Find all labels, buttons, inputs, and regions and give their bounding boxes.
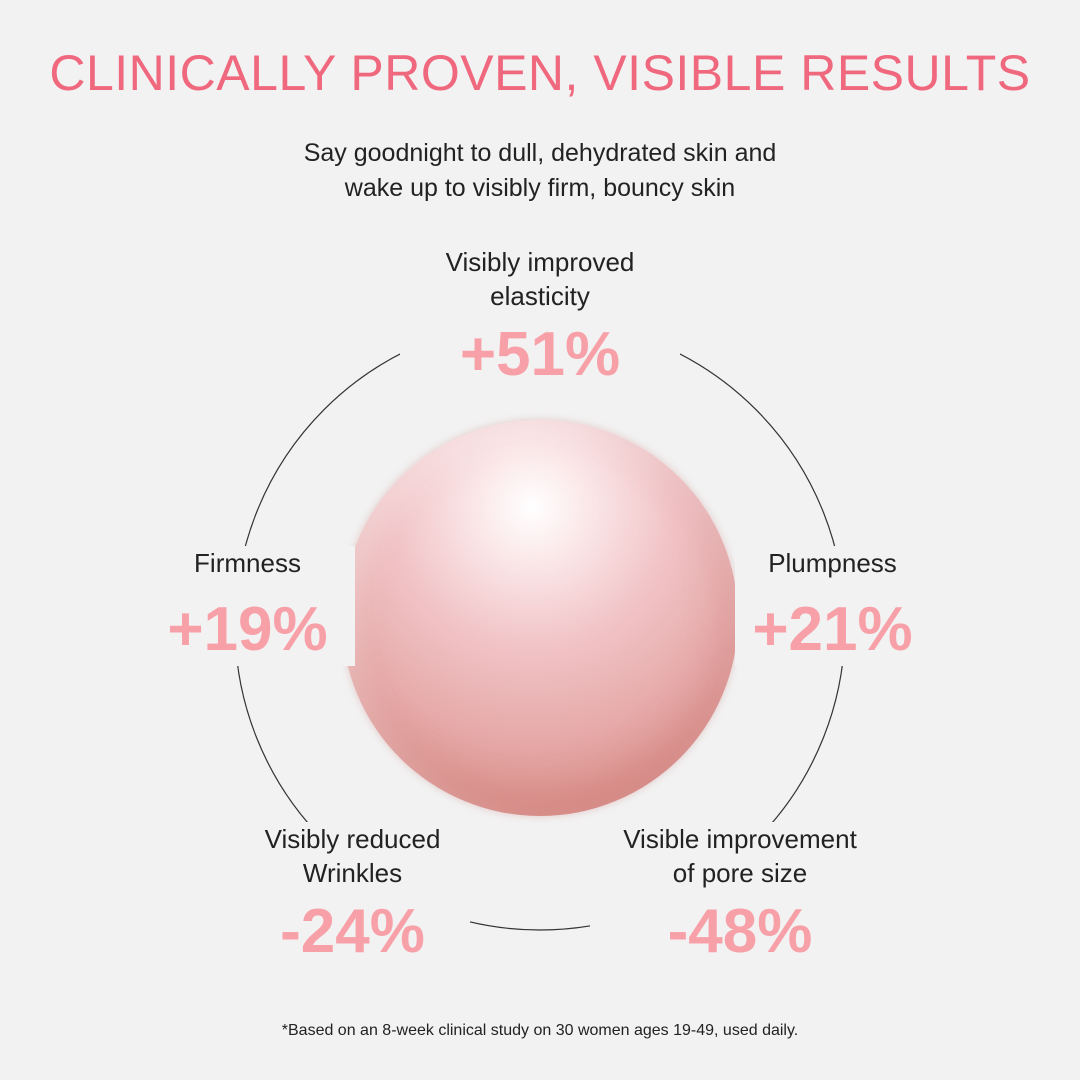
stat-label: Firmness	[194, 548, 301, 578]
footnote: *Based on an 8-week clinical study on 30…	[281, 1022, 799, 1039]
stat-value: -24%	[280, 897, 425, 966]
stat-firmness: Firmness +19%	[140, 546, 355, 666]
page-title: CLINICALLY PROVEN, VISIBLE RESULTS	[49, 45, 1031, 101]
stat-elasticity: Visibly improved elasticity +51%	[400, 245, 680, 405]
stat-value: +21%	[752, 595, 913, 664]
stat-label: Visibly improved elasticity	[445, 247, 635, 311]
stat-pore-size: Visible improvement of pore size -48%	[590, 822, 890, 982]
stat-wrinkles: Visibly reduced Wrinkles -24%	[235, 822, 470, 982]
stat-value: +19%	[167, 595, 328, 664]
stat-value: +51%	[459, 320, 621, 389]
stat-label: Plumpness	[768, 548, 897, 578]
stat-plumpness: Plumpness +21%	[735, 546, 930, 666]
pearl-sphere-image	[342, 420, 738, 816]
subtitle: Say goodnight to dull, dehydrated skin a…	[303, 139, 777, 202]
stat-label: Visible improvement of pore size	[623, 824, 857, 888]
stat-label: Visibly reduced Wrinkles	[264, 824, 441, 888]
stat-value: -48%	[667, 897, 813, 966]
